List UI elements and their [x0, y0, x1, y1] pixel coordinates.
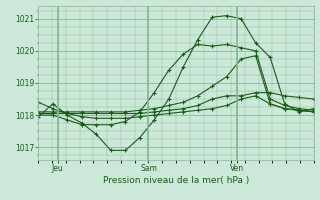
- X-axis label: Pression niveau de la mer( hPa ): Pression niveau de la mer( hPa ): [103, 176, 249, 185]
